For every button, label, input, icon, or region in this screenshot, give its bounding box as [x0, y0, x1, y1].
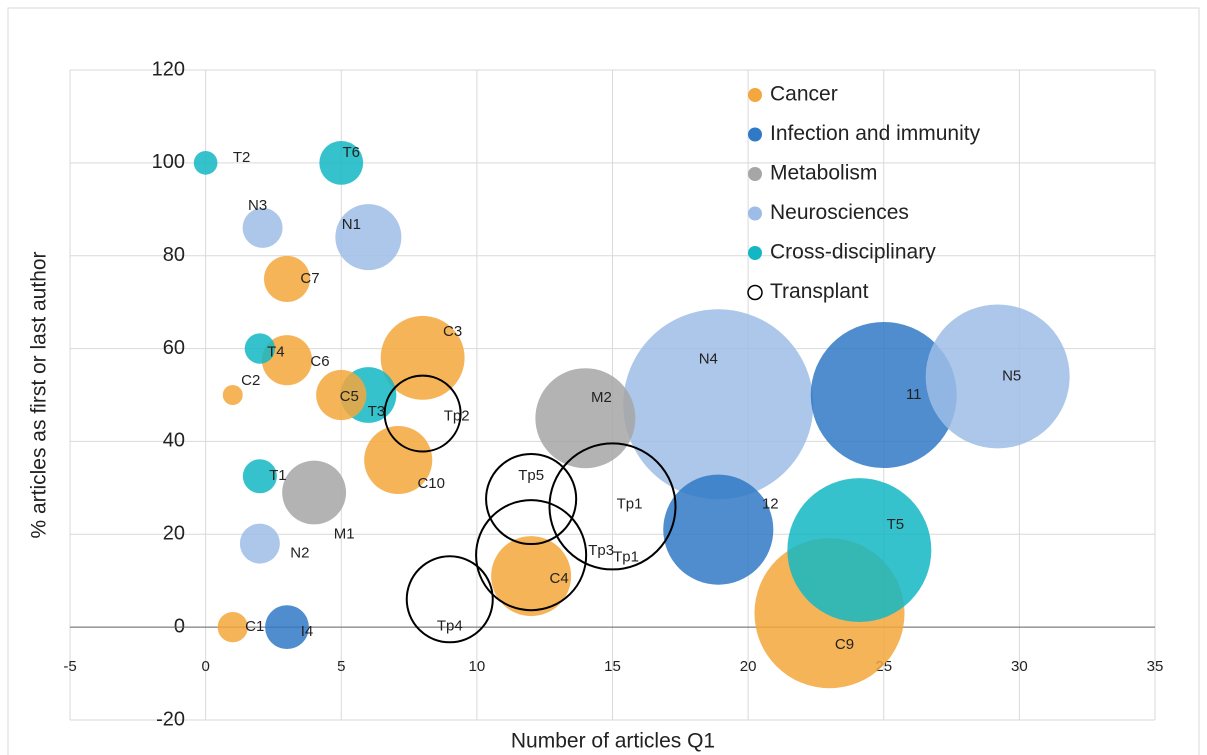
bubble — [925, 304, 1070, 449]
x-tick-label: 0 — [201, 658, 209, 675]
data-label: 11 — [906, 386, 922, 403]
data-label: C4 — [550, 570, 569, 587]
bubble — [405, 555, 494, 644]
data-label: N2 — [290, 545, 309, 562]
legend-label: Transplant — [770, 280, 869, 303]
bubble — [535, 368, 636, 469]
bubble — [242, 459, 277, 494]
bubble — [380, 315, 465, 400]
legend-marker — [747, 284, 763, 301]
bubble — [787, 478, 932, 623]
data-label: Tp4 — [437, 617, 463, 634]
data-label: I4 — [301, 623, 314, 640]
data-label: Tp2 — [444, 408, 470, 425]
bubble — [383, 374, 462, 453]
bubble — [485, 452, 578, 546]
data-label: N1 — [342, 216, 361, 233]
data-label: T5 — [887, 516, 905, 533]
legend-label: Neurosciences — [770, 201, 909, 224]
bubble — [222, 385, 243, 405]
frame — [7, 7, 1200, 755]
bubble — [316, 369, 367, 421]
legend-marker — [748, 88, 762, 102]
bubble — [491, 536, 572, 617]
data-label: Tp3 — [588, 542, 614, 559]
data-label: C9 — [835, 636, 854, 653]
legend-label: Cross-disciplinary — [770, 241, 936, 264]
legend-marker — [748, 246, 762, 260]
y-axis-title: % articles as first or last author — [28, 251, 51, 538]
x-tick-label: 30 — [1011, 658, 1028, 675]
data-label: C7 — [300, 270, 319, 287]
bubble — [217, 611, 248, 643]
bubble — [239, 523, 280, 564]
data-label: M2 — [591, 389, 612, 406]
bubble — [319, 140, 364, 185]
data-label: C1 — [245, 618, 264, 635]
bubble — [364, 425, 433, 495]
bubble — [475, 499, 588, 612]
legend-label: Cancer — [770, 83, 838, 106]
legend-marker — [748, 206, 762, 221]
data-label: C10 — [417, 475, 445, 492]
data-label: Tp5 — [518, 467, 544, 484]
bubble — [548, 442, 677, 571]
y-tick-label: 100 — [152, 151, 185, 173]
data-label: N5 — [1002, 367, 1021, 384]
bubble — [193, 151, 218, 175]
bubble — [623, 309, 814, 500]
data-label: N3 — [248, 197, 267, 214]
data-label: T1 — [269, 467, 287, 484]
data-label: T2 — [233, 149, 251, 166]
bubble — [335, 204, 402, 271]
data-label: C6 — [310, 353, 329, 370]
data-label: N4 — [699, 350, 718, 367]
x-tick-label: 20 — [740, 658, 757, 675]
data-label: Tp1 — [617, 495, 643, 512]
x-tick-label: 15 — [604, 658, 621, 675]
y-tick-label: 0 — [174, 615, 185, 637]
bubble — [663, 474, 774, 585]
x-tick-label: 5 — [337, 658, 345, 675]
data-label: T4 — [267, 344, 285, 361]
data-label: C3 — [443, 323, 462, 340]
annotation: Tp1 — [613, 548, 639, 565]
data-label: C5 — [340, 388, 359, 405]
legend-label: Metabolism — [770, 162, 877, 185]
bubble — [244, 333, 276, 364]
bubble — [242, 207, 283, 248]
data-label: 12 — [762, 496, 779, 513]
y-tick-label: 120 — [152, 58, 185, 80]
data-label: M1 — [334, 525, 355, 542]
legend-marker — [748, 167, 762, 181]
bubble — [263, 255, 311, 302]
x-tick-label: 10 — [469, 658, 486, 675]
y-tick-label: 80 — [163, 244, 185, 266]
x-tick-label: 35 — [1147, 658, 1164, 675]
legend-marker — [748, 127, 762, 142]
bubble — [265, 605, 309, 650]
x-axis-title: Number of articles Q1 — [511, 730, 715, 753]
x-tick-label: -5 — [63, 658, 76, 675]
y-tick-label: 40 — [163, 430, 185, 452]
data-label: T3 — [368, 403, 386, 420]
legend-label: Infection and immunity — [770, 122, 981, 145]
y-tick-label: 20 — [163, 523, 185, 545]
data-label: T6 — [342, 144, 360, 161]
bubble — [282, 460, 347, 525]
y-tick-label: 60 — [163, 337, 185, 359]
bubble — [810, 321, 957, 469]
data-label: C2 — [241, 372, 260, 389]
y-tick-label: -20 — [156, 708, 185, 730]
